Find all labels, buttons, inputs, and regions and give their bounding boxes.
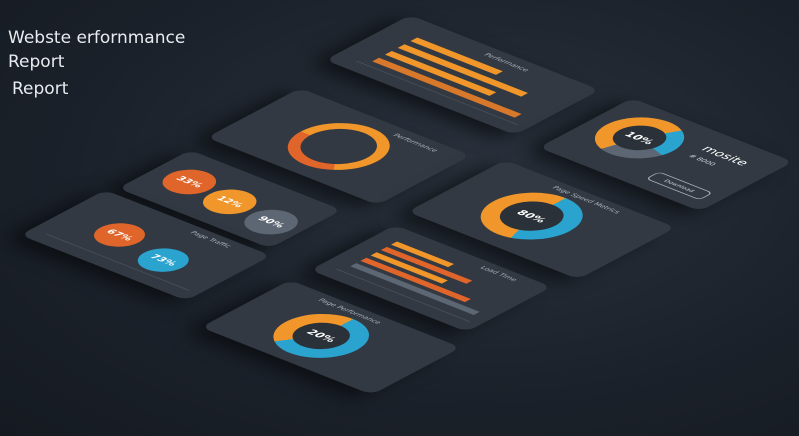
bubble-value: 73% — [127, 243, 200, 277]
report-title-line2: Report — [8, 52, 65, 72]
bubble-value: 67% — [83, 218, 156, 252]
panel-title: Page Traffic — [188, 230, 234, 249]
bar — [397, 44, 528, 97]
panel-title: Performance — [390, 132, 440, 154]
bar — [360, 257, 471, 303]
panel-title: Load Time — [478, 265, 520, 283]
report-title-line3: Report — [12, 79, 69, 99]
download-button[interactable]: Download — [645, 171, 714, 201]
report-title-line1: Webste erfornmance — [8, 28, 186, 48]
